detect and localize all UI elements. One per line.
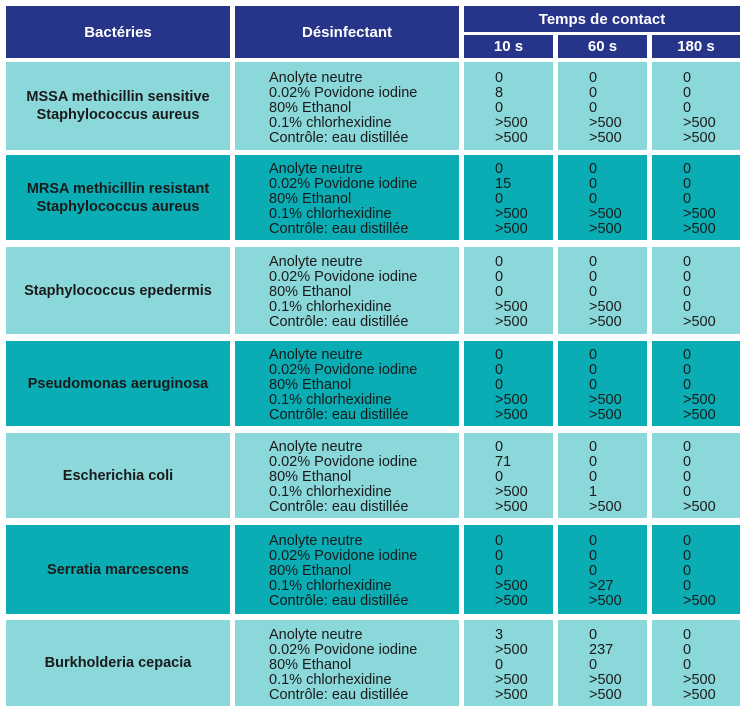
values-60s: 0 0 0 >500 >500 [558,247,647,334]
values-10s: 0 0 0 >500 >500 [464,247,553,334]
disinfectant-list: Anolyte neutre 0.02% Povidone iodine 80%… [235,341,459,426]
header-time-180s: 180 s [652,35,740,58]
values-60s: 0 0 0 >500 >500 [558,155,647,240]
header-disinfectant: Désinfectant [235,6,459,58]
disinfectant-list: Anolyte neutre 0.02% Povidone iodine 80%… [235,62,459,150]
values-180s: 0 0 0 >500 >500 [652,155,740,240]
values-60s: 0 237 0 >500 >500 [558,620,647,706]
values-180s: 0 0 0 0 >500 [652,247,740,334]
disinfectant-list: Anolyte neutre 0.02% Povidone iodine 80%… [235,620,459,706]
values-10s: 0 71 0 >500 >500 [464,433,553,518]
bacteria-name: Burkholderia cepacia [6,620,230,706]
bacteria-name: Staphylococcus epedermis [6,247,230,334]
bacteria-name: Serratia marcescens [6,525,230,614]
disinfectant-list: Anolyte neutre 0.02% Povidone iodine 80%… [235,247,459,334]
values-10s: 0 0 0 >500 >500 [464,341,553,426]
values-60s: 0 0 0 >27 >500 [558,525,647,614]
values-10s: 0 15 0 >500 >500 [464,155,553,240]
bacteria-name: Escherichia coli [6,433,230,518]
bacteria-name: Pseudomonas aeruginosa [6,341,230,426]
values-10s: 0 8 0 >500 >500 [464,62,553,150]
bacteria-name: MRSA methicillin resistant Staphylococcu… [6,155,230,240]
values-60s: 0 0 0 >500 >500 [558,341,647,426]
values-180s: 0 0 0 0 >500 [652,525,740,614]
values-60s: 0 0 0 1 >500 [558,433,647,518]
header-time-10s: 10 s [464,35,553,58]
values-60s: 0 0 0 >500 >500 [558,62,647,150]
values-180s: 0 0 0 0 >500 [652,433,740,518]
header-contact-time: Temps de contact [464,6,740,32]
disinfectant-list: Anolyte neutre 0.02% Povidone iodine 80%… [235,433,459,518]
values-180s: 0 0 0 >500 >500 [652,341,740,426]
disinfectant-list: Anolyte neutre 0.02% Povidone iodine 80%… [235,155,459,240]
disinfectant-list: Anolyte neutre 0.02% Povidone iodine 80%… [235,525,459,614]
values-180s: 0 0 0 >500 >500 [652,620,740,706]
values-180s: 0 0 0 >500 >500 [652,62,740,150]
bacteria-name: MSSA methicillin sensitive Staphylococcu… [6,62,230,150]
header-bacteria: Bactéries [6,6,230,58]
header-time-60s: 60 s [558,35,647,58]
values-10s: 0 0 0 >500 >500 [464,525,553,614]
values-10s: 3 >500 0 >500 >500 [464,620,553,706]
